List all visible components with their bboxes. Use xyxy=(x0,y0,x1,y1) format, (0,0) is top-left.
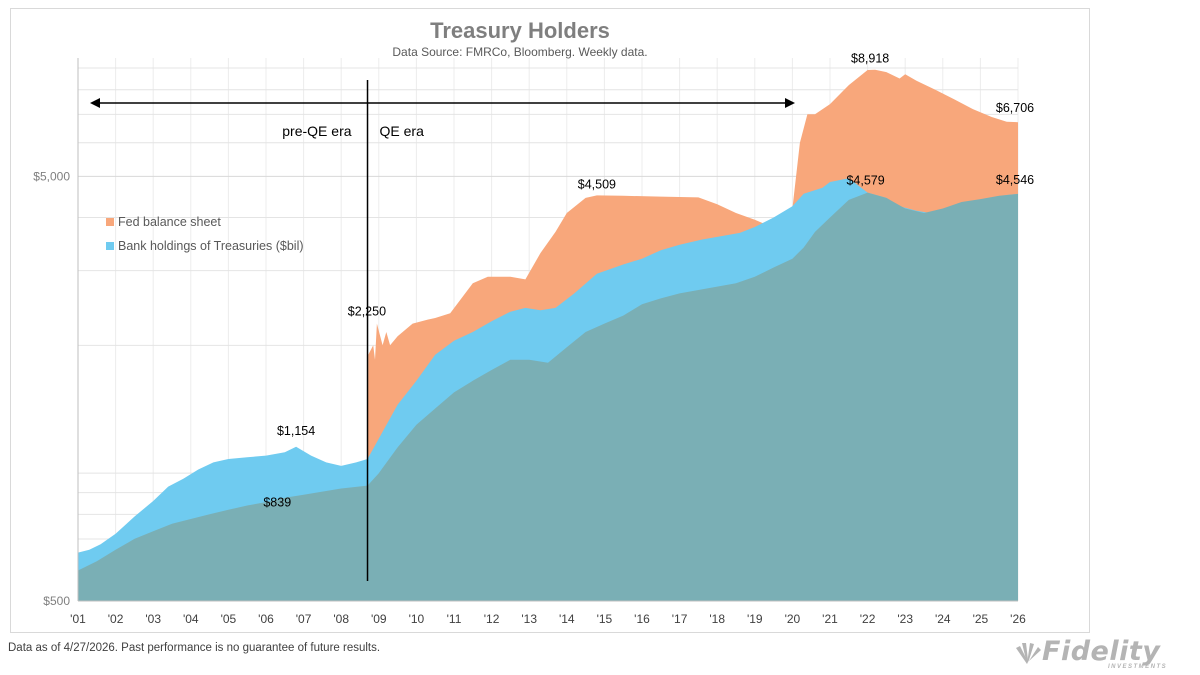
y-tick-label: $5,000 xyxy=(33,169,70,183)
x-tick-label: '11 xyxy=(447,612,462,626)
x-tick-label: '05 xyxy=(221,612,237,626)
data-label: $839 xyxy=(263,496,291,510)
arrow-left-icon xyxy=(90,98,100,108)
data-label: $2,250 xyxy=(348,305,386,319)
legend-label: Fed balance sheet xyxy=(118,215,221,229)
series-area-overlap xyxy=(78,192,1018,601)
logo-text: Fidelity xyxy=(1042,636,1161,667)
x-tick-label: '21 xyxy=(822,612,838,626)
x-tick-label: '10 xyxy=(409,612,425,626)
x-tick-label: '19 xyxy=(747,612,763,626)
x-tick-label: '07 xyxy=(296,612,312,626)
arrow-right-icon xyxy=(785,98,795,108)
fidelity-logo: Fidelity INVESTMENTS xyxy=(1010,636,1185,670)
x-tick-label: '14 xyxy=(559,612,575,626)
x-tick-label: '01 xyxy=(70,612,86,626)
x-tick-label: '20 xyxy=(785,612,801,626)
x-tick-label: '13 xyxy=(521,612,537,626)
x-tick-label: '12 xyxy=(484,612,500,626)
era-label-qe: QE era xyxy=(380,123,425,139)
data-label: $8,918 xyxy=(851,52,889,66)
chart-title: Treasury Holders xyxy=(430,18,610,43)
x-tick-label: '03 xyxy=(145,612,161,626)
logo-subtext: INVESTMENTS xyxy=(1108,664,1168,670)
x-tick-label: '09 xyxy=(371,612,387,626)
legend-swatch xyxy=(106,242,114,250)
x-tick-label: '25 xyxy=(973,612,989,626)
data-label: $4,579 xyxy=(846,174,884,188)
x-tick-label: '17 xyxy=(672,612,688,626)
legend-label: Bank holdings of Treasuries ($bil) xyxy=(118,239,304,253)
x-tick-label: '23 xyxy=(897,612,913,626)
x-tick-label: '08 xyxy=(333,612,349,626)
x-tick-label: '18 xyxy=(709,612,725,626)
data-label: $6,706 xyxy=(996,101,1034,115)
x-tick-label: '24 xyxy=(935,612,951,626)
data-label: $4,509 xyxy=(578,177,616,191)
x-tick-label: '15 xyxy=(597,612,613,626)
x-tick-label: '22 xyxy=(860,612,876,626)
footnote: Data as of 4/27/2026. Past performance i… xyxy=(8,642,381,654)
x-tick-label: '16 xyxy=(634,612,650,626)
data-label: $4,546 xyxy=(996,173,1034,187)
x-tick-label: '06 xyxy=(258,612,274,626)
data-label: $1,154 xyxy=(277,424,315,438)
fidelity-mark-icon xyxy=(1016,643,1041,664)
legend-swatch xyxy=(106,218,114,226)
x-tick-label: '26 xyxy=(1010,612,1026,626)
x-tick-label: '04 xyxy=(183,612,199,626)
chart-subtitle: Data Source: FMRCo, Bloomberg. Weekly da… xyxy=(392,45,648,59)
y-tick-label: $500 xyxy=(43,594,70,608)
era-label-pre-qe: pre-QE era xyxy=(282,123,351,139)
x-tick-label: '02 xyxy=(108,612,124,626)
